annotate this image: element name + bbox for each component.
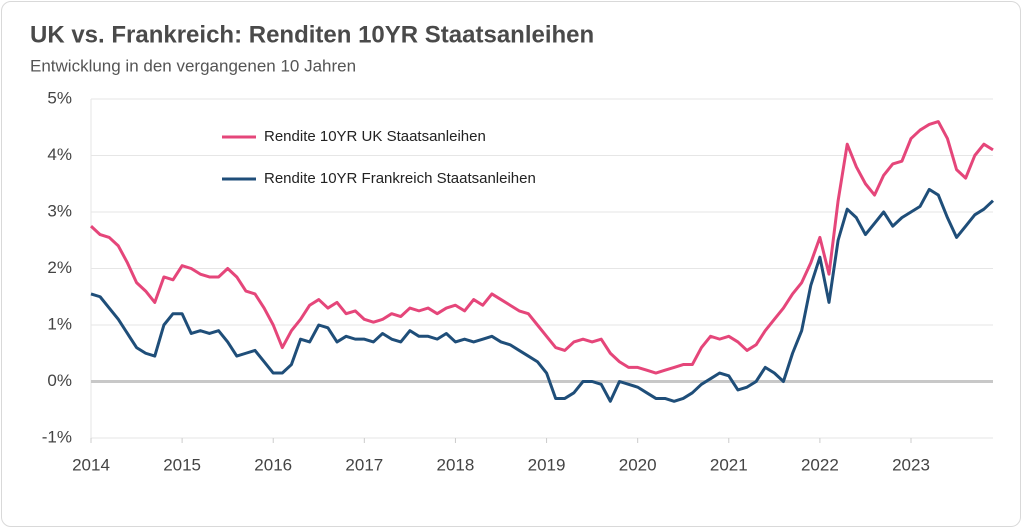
- chart-title: UK vs. Frankreich: Renditen 10YR Staatsa…: [30, 21, 594, 48]
- chart-subtitle: Entwicklung in den vergangenen 10 Jahren: [30, 56, 356, 75]
- y-tick-label: 5%: [47, 88, 72, 107]
- series-line: [90, 187, 995, 403]
- grid: [90, 98, 993, 439]
- x-tick-label: 2023: [892, 455, 930, 474]
- x-tick-label: 2016: [254, 455, 292, 474]
- x-tick-label: 2022: [801, 455, 839, 474]
- x-tick-label: 2017: [345, 455, 383, 474]
- x-tick-label: 2019: [528, 455, 566, 474]
- y-tick-label: 2%: [47, 258, 72, 277]
- y-tick-label: 3%: [47, 201, 72, 220]
- x-tick-label: 2018: [437, 455, 475, 474]
- x-tick-label: 2014: [72, 455, 110, 474]
- legend-label: Rendite 10YR UK Staatsanleihen: [264, 128, 486, 145]
- x-tick-label: 2020: [619, 455, 657, 474]
- x-tick-label: 2021: [710, 455, 748, 474]
- y-tick-label: 1%: [47, 314, 72, 333]
- series-line: [89, 120, 994, 375]
- y-tick-label: 4%: [47, 145, 72, 164]
- legend-label: Rendite 10YR Frankreich Staatsanleihen: [264, 170, 536, 187]
- x-tick-label: 2015: [163, 455, 201, 474]
- y-tick-label: 0%: [47, 371, 72, 390]
- y-tick-label: -1%: [42, 427, 72, 446]
